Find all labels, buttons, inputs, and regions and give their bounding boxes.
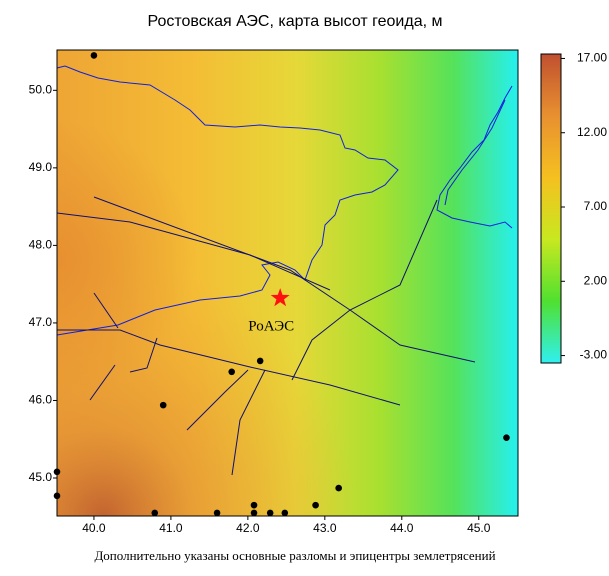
fault	[129, 337, 158, 373]
colorbar-tick-label: 2.00	[584, 273, 608, 287]
epicenter	[90, 52, 98, 59]
footnote: Дополнительно указаны основные разломы и…	[94, 548, 495, 563]
x-tick-label: 42.0	[236, 521, 260, 535]
fault	[231, 369, 266, 476]
river	[56, 65, 399, 336]
y-tick-label: 48.0	[29, 238, 53, 252]
map-title: Ростовская АЭС, карта высот геоида, м	[148, 13, 443, 30]
epicenter	[213, 509, 221, 517]
x-tick-label: 41.0	[159, 521, 183, 535]
epicenter	[53, 468, 61, 476]
colorbar	[540, 53, 562, 364]
epicenter	[250, 501, 258, 509]
y-tick-label: 50.0	[29, 82, 53, 96]
fault	[89, 364, 116, 401]
station-label: РоАЭС	[248, 319, 294, 335]
epicenter	[151, 509, 159, 517]
x-tick-label: 45.0	[467, 521, 491, 535]
epicenter	[335, 484, 342, 492]
colorbar-tick-label: 17.00	[577, 51, 607, 65]
fault	[57, 329, 401, 406]
epicenter	[281, 509, 289, 517]
river	[436, 85, 513, 229]
y-tick-label: 46.0	[29, 393, 53, 407]
epicenter	[503, 434, 510, 441]
epicenter	[250, 509, 258, 517]
colorbar-tick-label: -3.00	[580, 348, 608, 362]
epicenter	[312, 501, 319, 509]
y-tick-label: 49.0	[29, 160, 53, 174]
fault	[93, 292, 119, 329]
epicenter	[159, 401, 167, 409]
y-tick-label: 45.0	[29, 470, 53, 484]
geoid-field-high	[57, 50, 518, 516]
epicenter	[266, 509, 274, 517]
rivers	[56, 65, 513, 336]
epicenter	[53, 492, 61, 500]
x-tick-label: 40.0	[82, 521, 106, 535]
epicenter	[228, 368, 236, 376]
colorbar-tick-label: 7.00	[584, 199, 608, 213]
colorbar-tick-label: 12.00	[577, 125, 607, 139]
station-marker	[270, 288, 290, 307]
fault	[291, 199, 438, 381]
y-tick-label: 47.0	[29, 315, 53, 329]
plot-frame	[56, 49, 519, 517]
epicenter	[256, 357, 264, 365]
fault	[186, 369, 249, 431]
x-tick-label: 44.0	[390, 521, 414, 535]
faults	[56, 196, 476, 476]
x-tick-label: 43.0	[313, 521, 337, 535]
fault	[56, 212, 331, 291]
river	[444, 99, 506, 206]
